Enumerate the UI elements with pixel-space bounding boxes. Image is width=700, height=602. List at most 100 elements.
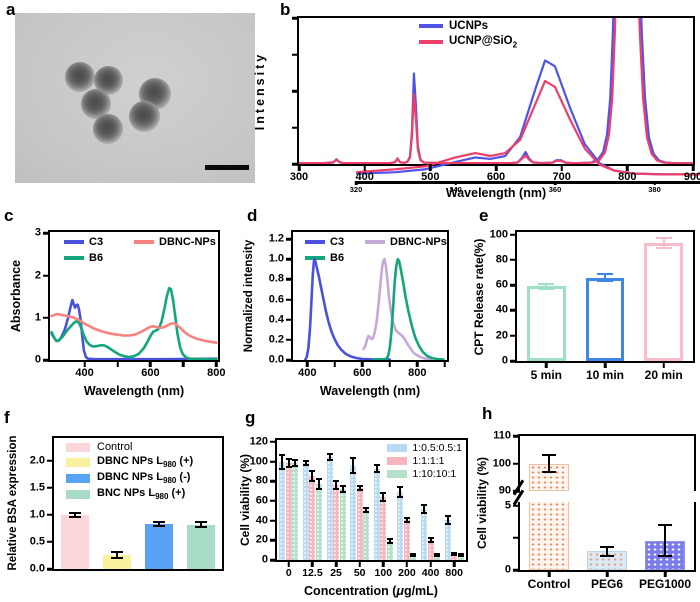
y-tick-mark <box>270 519 277 522</box>
y-tick-label: 20 <box>495 329 508 342</box>
ec ect <box>427 537 434 540</box>
y-tick-label: 40 <box>495 303 508 316</box>
y-tick-label: 0.5 <box>29 535 45 548</box>
legend-item-ratio3: 1:10:10:1 <box>387 468 462 480</box>
ev <box>405 517 408 522</box>
y-tick-mark <box>513 536 520 540</box>
e-plot: 5 min 10 min 20 min 0 20 40 60 80 100 <box>490 229 695 381</box>
panel-letter-d: d <box>247 206 258 225</box>
y-tick-mark <box>513 434 520 438</box>
legend-item-dbnc-minus: DBNC NPs L980 (-) <box>66 471 193 485</box>
category-label: 100 <box>374 567 393 579</box>
ev <box>287 458 290 467</box>
category-label: 0 <box>285 567 292 579</box>
g-y-axis-label: Cell viability (%) <box>238 453 252 547</box>
ec ect <box>153 520 165 523</box>
y-tick-mark <box>513 462 520 465</box>
series-DBNC-NPs <box>364 259 431 359</box>
panel-letter-a: a <box>6 0 16 19</box>
category-label: Control <box>527 577 571 591</box>
ec ect <box>356 485 363 488</box>
legend-item-ucnps: UCNPs <box>419 20 517 32</box>
nanoparticle <box>93 114 123 144</box>
bar-1:10:10:1 <box>363 509 370 560</box>
ec ecb <box>397 496 404 499</box>
nanoparticle <box>65 62 95 92</box>
ev <box>328 453 331 460</box>
bar-1:0.5:0.5:1 <box>302 462 309 560</box>
y-tick-label: 120 <box>249 435 268 448</box>
x-tick-mark <box>363 164 366 171</box>
ec ect <box>658 524 672 527</box>
panel-b: b Intensity UCNPs UCNP@SiO2 320 340 360 380… <box>240 0 700 200</box>
y-tick-mark <box>292 53 299 56</box>
x-tick-mark <box>429 164 432 171</box>
x-tick-mark <box>545 361 548 368</box>
y-tick-mark <box>510 258 517 262</box>
bar-20-min <box>644 243 684 361</box>
category-label: 12.5 <box>302 567 323 579</box>
x-tick-mark <box>691 164 695 171</box>
ec ecb <box>457 555 464 558</box>
y-tick-mark <box>513 568 520 572</box>
error-bar <box>457 553 464 558</box>
dbnc-line-swatch <box>365 240 385 244</box>
x-tick-mark <box>603 361 607 368</box>
b-y-axis-label: Intensity <box>253 51 267 131</box>
ec ecb <box>427 541 434 544</box>
ec ecb <box>363 510 370 513</box>
x-tick-label: 340 <box>449 185 462 194</box>
ev <box>365 507 368 512</box>
x-tick-label: 360 <box>548 185 562 194</box>
y-tick-label: 5 <box>504 499 511 512</box>
ec ecb <box>444 522 451 525</box>
ev <box>335 481 338 490</box>
ec ecb <box>451 554 458 557</box>
d-y-axis-label: Normalized intensity <box>243 239 255 353</box>
error-bar <box>333 480 340 491</box>
ec ect <box>373 463 380 466</box>
x-tick-mark <box>388 360 392 367</box>
y-tick-mark <box>292 89 299 93</box>
ev <box>158 521 160 527</box>
error-bar <box>397 486 404 499</box>
category-label: 800 <box>445 567 463 579</box>
error-bar <box>434 553 441 558</box>
ec ecb <box>655 247 672 250</box>
ec ect <box>292 458 299 461</box>
bar-1:1:1:1 <box>427 540 434 560</box>
legend-item-bnc-plus: BNC NPs L980 (+) <box>66 487 193 502</box>
ratio2-swatch <box>387 457 408 465</box>
legend-item-c3: C3 <box>305 236 344 248</box>
x-tick-mark <box>287 560 291 567</box>
c3-line-swatch <box>64 240 84 244</box>
y-tick-mark <box>43 358 50 362</box>
bar-1:10:10:1 <box>410 555 417 560</box>
legend-item-ratio2: 1:1:1:1 <box>387 455 462 467</box>
ec ecb <box>538 287 555 290</box>
y-tick-mark <box>43 316 50 319</box>
x-tick-mark <box>116 360 119 367</box>
series-B6 <box>52 288 217 359</box>
g-legend: 1:0.5:0.5:1 1:1:1:1 1:10:10:1 <box>387 442 462 481</box>
x-tick-mark <box>547 570 551 577</box>
error-bar <box>339 485 346 494</box>
y-tick-label: 1 <box>34 311 41 324</box>
panel-letter-f: f <box>4 408 10 427</box>
y-tick-mark <box>47 459 54 462</box>
y-tick-mark <box>510 309 517 312</box>
x-tick-mark <box>605 570 609 577</box>
ec ect <box>444 514 451 517</box>
x-tick-mark <box>358 560 361 567</box>
ec ect <box>195 520 207 523</box>
legend-label: Control <box>97 441 133 453</box>
y-tick-label: 90 <box>498 484 511 497</box>
error-bar <box>309 470 316 483</box>
y-tick-label: 0.0 <box>268 353 284 366</box>
x-tick-mark <box>361 360 364 367</box>
ec ect <box>326 452 333 455</box>
ec ect <box>339 485 346 488</box>
bar-control <box>60 514 90 569</box>
h-plot: 110 100 90 Control PEG6 PEG1000 5 0 <box>493 430 696 590</box>
y-tick-mark <box>43 232 50 235</box>
